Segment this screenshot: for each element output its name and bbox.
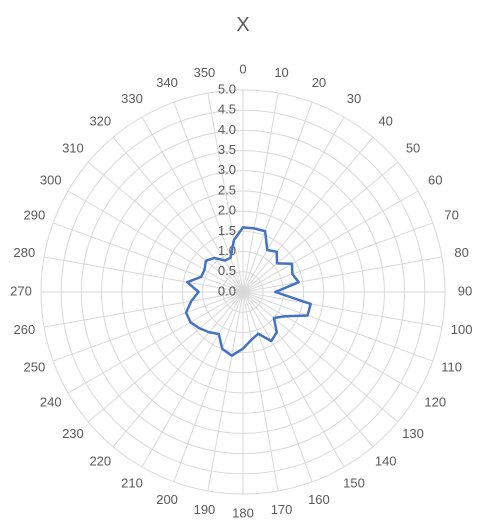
grid-spoke (242, 291, 419, 394)
grid-spoke (112, 291, 244, 448)
angle-tick-label: 150 (343, 476, 365, 491)
radial-tick-label: 4.0 (218, 122, 236, 137)
grid-spoke (242, 291, 374, 448)
angle-tick-label: 260 (14, 322, 36, 337)
angle-tick-label: 70 (444, 208, 458, 223)
angle-tick-label: 320 (89, 113, 111, 128)
grid-spoke (242, 136, 374, 293)
angle-tick-label: 210 (121, 476, 143, 491)
angle-tick-label: 10 (274, 65, 288, 80)
angle-tick-label: 90 (458, 283, 472, 298)
grid-spoke (242, 190, 419, 293)
angle-tick-label: 0 (239, 61, 246, 76)
angle-tick-label: 30 (347, 91, 361, 106)
angle-tick-label: 300 (40, 172, 62, 187)
angle-tick-label: 100 (451, 322, 473, 337)
angle-tick-label: 50 (406, 141, 420, 156)
angle-tick-label: 140 (375, 453, 397, 468)
grid (40, 89, 446, 495)
grid-spoke (43, 291, 244, 328)
grid-spoke (242, 161, 399, 293)
grid-spoke (242, 222, 433, 293)
grid-spoke (43, 256, 244, 293)
angle-tick-label: 330 (121, 91, 143, 106)
angle-tick-label: 230 (62, 426, 84, 441)
grid-spoke (242, 116, 345, 293)
grid-spoke (67, 190, 244, 293)
angle-tick-label: 180 (232, 505, 254, 520)
radial-tick-label: 5.0 (218, 81, 236, 96)
grid-spoke (53, 291, 244, 362)
radial-tick-label: 0.0 (218, 283, 236, 298)
angle-tick-label: 190 (194, 502, 216, 517)
grid-spoke (53, 222, 244, 293)
angle-tick-label: 280 (14, 245, 36, 260)
radial-tick-label: 1.5 (218, 223, 236, 238)
angle-tick-label: 120 (424, 394, 446, 409)
radial-tick-label: 3.5 (218, 142, 236, 157)
angle-tick-label: 80 (454, 245, 468, 260)
grid-spoke (207, 291, 244, 492)
angle-tick-label: 40 (378, 113, 392, 128)
chart-title: X (236, 14, 250, 36)
grid-spoke (242, 291, 399, 423)
angle-tick-label: 110 (441, 359, 462, 374)
angle-tick-label: 220 (89, 453, 111, 468)
grid-spoke (141, 116, 244, 293)
grid-spoke (67, 291, 244, 394)
angle-tick-label: 340 (156, 75, 178, 90)
radial-tick-label: 0.5 (218, 263, 236, 278)
angle-labels: 0 10 20 30 40 50 60 70 80 90 100 110 120 130 140 150 160… (10, 61, 472, 520)
grid-spoke (242, 291, 313, 482)
radial-tick-label: 2.0 (218, 203, 236, 218)
series-line (184, 226, 312, 357)
angle-tick-label: 20 (312, 75, 326, 90)
grid-spoke (242, 291, 279, 492)
radial-tick-labels: 0.00.51.01.52.02.53.03.54.04.55.0 (218, 81, 236, 298)
radial-tick-label: 4.5 (218, 102, 236, 117)
grid-spoke (87, 291, 244, 423)
angle-tick-label: 310 (62, 141, 84, 156)
angle-tick-label: 160 (308, 492, 330, 507)
angle-tick-label: 130 (402, 426, 424, 441)
angle-tick-label: 250 (24, 359, 46, 374)
grid-spoke (173, 102, 244, 293)
grid-spoke (242, 92, 279, 293)
grid-spoke (141, 291, 244, 468)
grid-spoke (207, 92, 244, 293)
grid-spoke (242, 291, 443, 328)
angle-tick-label: 270 (10, 283, 32, 298)
radial-tick-label: 3.0 (218, 162, 236, 177)
grid-spoke (242, 291, 433, 362)
angle-tick-label: 60 (428, 172, 442, 187)
angle-tick-label: 170 (271, 502, 293, 517)
angle-tick-label: 240 (40, 394, 62, 409)
angle-tick-label: 350 (194, 65, 216, 80)
angle-tick-label: 290 (24, 208, 46, 223)
grid-spoke (112, 136, 244, 293)
grid-spoke (242, 291, 345, 468)
grid-spoke (242, 102, 313, 293)
grid-spoke (87, 161, 244, 293)
grid-spoke (173, 291, 244, 482)
radial-tick-label: 2.5 (218, 182, 236, 197)
grid-spoke (242, 256, 443, 293)
angle-tick-label: 200 (156, 492, 178, 507)
